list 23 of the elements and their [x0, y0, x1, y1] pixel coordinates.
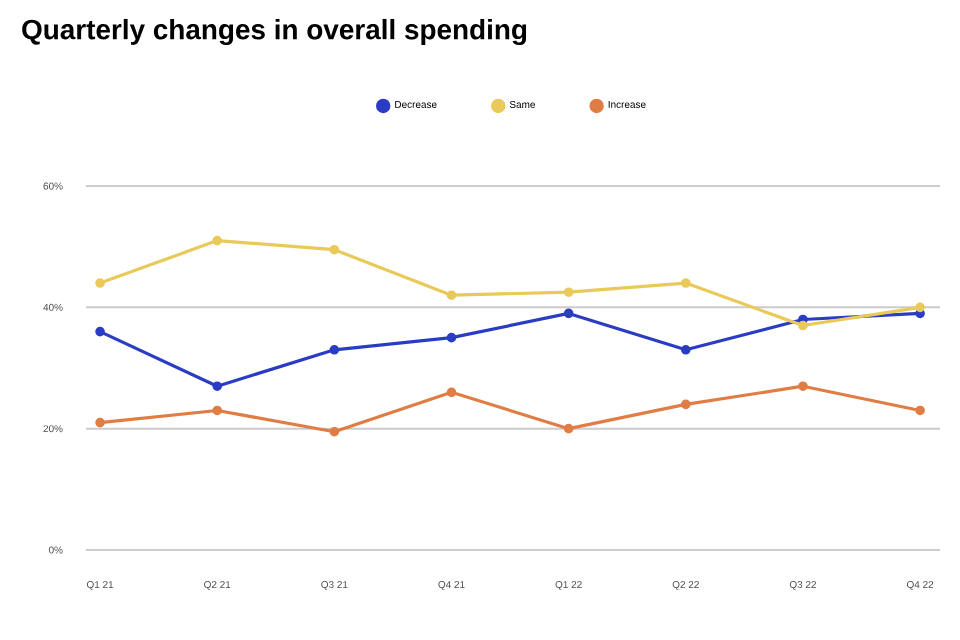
point [681, 399, 691, 410]
point [329, 345, 340, 355]
point [446, 387, 457, 398]
point [681, 345, 691, 355]
chart-title: Quarterly changes in overall spending [22, 18, 527, 46]
point [329, 244, 340, 255]
point [212, 405, 223, 416]
point [563, 423, 574, 434]
point [95, 278, 105, 288]
point [681, 278, 691, 288]
point [329, 426, 340, 437]
point [446, 290, 457, 301]
point [95, 326, 105, 337]
point [915, 405, 925, 416]
point [798, 320, 808, 331]
point [915, 302, 925, 313]
point [212, 235, 223, 246]
point [563, 287, 574, 297]
point [798, 381, 808, 392]
point [95, 417, 105, 428]
point [212, 381, 223, 392]
point [563, 308, 574, 319]
point [446, 332, 457, 343]
